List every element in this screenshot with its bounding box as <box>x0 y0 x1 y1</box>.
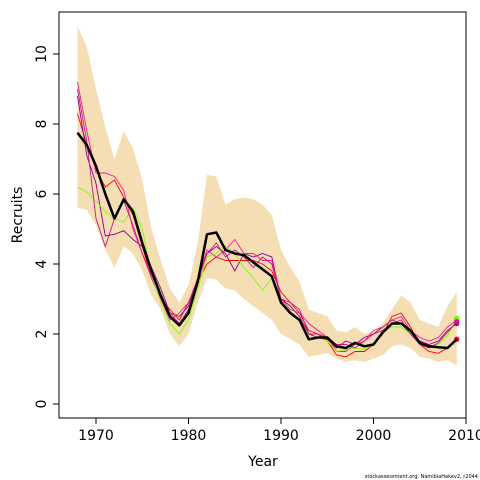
x-axis-label: Year <box>247 454 278 470</box>
x-tick-label: 1980 <box>171 428 207 444</box>
y-axis-label: Recruits <box>10 187 26 244</box>
y-tick-label: 6 <box>34 189 50 198</box>
y-tick-label: 4 <box>34 259 50 268</box>
plot-frame <box>58 11 467 419</box>
x-tick-label: 2000 <box>356 428 392 444</box>
x-tick-label: 2010 <box>448 428 480 444</box>
series-end-point-5 <box>454 319 460 325</box>
main-estimate-line <box>76 131 458 350</box>
y-tick-label: 8 <box>34 120 50 129</box>
confidence-band <box>77 26 457 366</box>
y-tick-label: 0 <box>34 400 50 409</box>
series-line-4 <box>77 186 458 352</box>
x-tick-label: 1990 <box>263 428 299 444</box>
series-line-2 <box>77 95 458 349</box>
credit-text: stockassessment.org, NamibiaHakev2, r204… <box>365 474 478 480</box>
y-tick-label: 2 <box>34 330 50 339</box>
y-tick-label: 10 <box>34 45 50 63</box>
x-tick-label: 1970 <box>78 428 114 444</box>
